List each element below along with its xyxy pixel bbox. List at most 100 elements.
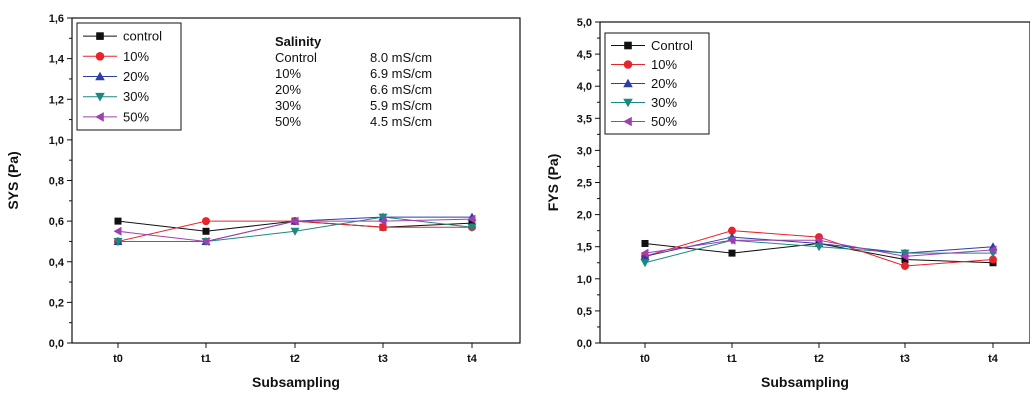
salinity-row-label: Control: [275, 50, 317, 65]
chart2-ytick-label: 1,5: [577, 242, 592, 254]
chart1-legend-label: 10%: [123, 49, 149, 64]
chart1-data-point: [290, 227, 300, 236]
chart1-legend-marker: [96, 32, 104, 40]
chart1-legend-label: 20%: [123, 69, 149, 84]
chart1-legend: control 10% 20% 30% 50%: [76, 22, 182, 131]
chart2-data-point: [640, 248, 649, 258]
chart1-xtick-label: t0: [113, 353, 123, 365]
chart2-legend-marker: [624, 41, 632, 50]
salinity-row-value: 5.9 mS/cm: [370, 98, 432, 113]
chart2-legend-label: 30%: [651, 95, 677, 110]
chart1-data-point: [201, 236, 210, 246]
salinity-row-value: 4.5 mS/cm: [370, 114, 432, 129]
chart1-data-point: [113, 237, 123, 246]
chart2-y-axis-label: FYS (Pa): [545, 154, 561, 212]
chart2-legend-label: Control: [651, 38, 693, 53]
chart2-data-point: [728, 226, 736, 235]
chart2-xtick-label: t4: [988, 353, 999, 365]
chart1-xtick-label: t3: [378, 353, 388, 365]
chart1-data-point: [378, 213, 388, 222]
chart2-ytick-label: 4,5: [577, 49, 592, 61]
chart2-x-axis-label: Subsampling: [761, 374, 849, 390]
chart1-legend-marker: [95, 71, 105, 81]
chart2-legend-marker: [623, 60, 633, 69]
chart1-ytick-label: 0,4: [49, 257, 65, 269]
chart1-ytick-label: 0,2: [49, 297, 64, 309]
chart1-xtick-label: t4: [467, 353, 478, 365]
salinity-row-value: 6.6 mS/cm: [370, 82, 432, 97]
chart1-x-axis-label: Subsampling: [252, 374, 340, 390]
chart1-data-point: [290, 216, 299, 226]
chart2-data-point: [988, 245, 997, 255]
chart2-xtick-label: t0: [640, 353, 650, 365]
chart2-ytick-label: 5,0: [577, 17, 592, 29]
chart1-legend-marker: [95, 92, 105, 102]
salinity-row-value: 8.0 mS/cm: [370, 50, 432, 65]
chart1-data-point: [467, 214, 476, 224]
chart1-data-point: [202, 217, 210, 226]
chart2-legend: Control 10% 20% 30% 50%: [604, 32, 710, 135]
chart2-data-point: [640, 251, 650, 260]
chart1-xtick-label: t2: [290, 353, 300, 365]
chart1-data-point: [202, 227, 210, 235]
chart2: 0,0 0,5 1,0 1,5 2,0 2,5 3,0 3,5 4,0 4,5 5,0 t0 t1 t2 t…: [545, 17, 1030, 390]
chart1-y-axis-label: SYS (Pa): [5, 151, 21, 209]
chart2-data-point: [728, 249, 736, 257]
chart1: 0,0 0,2 0,4 0,6 0,8 1,0 1,2 1,4 1,6 t0 t1 t2 t3 t4 SYS…: [5, 13, 521, 390]
chart1-legend-label: 30%: [123, 89, 149, 104]
chart1-legend-label: control: [123, 29, 162, 44]
chart2-data-point: [814, 235, 823, 245]
chart2-data-point: [641, 239, 649, 247]
chart2-legend-label: 20%: [651, 76, 677, 91]
chart2-data-point: [640, 259, 650, 268]
salinity-row-value: 6.9 mS/cm: [370, 66, 432, 81]
chart1-ytick-label: 0,6: [49, 216, 64, 228]
chart2-xtick-label: t2: [814, 353, 824, 365]
chart2-ytick-label: 3,5: [577, 113, 592, 125]
chart1-legend-label: 50%: [123, 109, 149, 124]
chart1-data-point: [379, 223, 387, 232]
chart1-ytick-label: 1,2: [49, 94, 64, 106]
chart1-legend-marker: [95, 52, 105, 61]
chart2-data-point: [900, 249, 910, 258]
chart2-ytick-label: 3,0: [577, 145, 592, 157]
chart1-data-point: [467, 223, 477, 232]
chart2-legend-label: 50%: [651, 114, 677, 129]
chart1-data-point: [114, 217, 122, 225]
chart2-xtick-label: t1: [727, 353, 737, 365]
chart2-ytick-label: 1,0: [577, 274, 592, 286]
chart2-legend-marker: [623, 78, 633, 88]
chart2-data-point: [901, 256, 909, 264]
chart2-series-4: [640, 235, 997, 261]
chart1-series-4: [113, 214, 476, 246]
chart2-data-point: [901, 261, 909, 270]
chart2-data-point: [900, 251, 909, 261]
chart2-data-point: [989, 255, 997, 264]
chart2-ytick-label: 4,0: [577, 81, 592, 93]
chart1-data-point: [378, 216, 387, 226]
chart2-ytick-label: 0,0: [577, 338, 592, 350]
chart1-ytick-label: 1,0: [49, 135, 64, 147]
chart1-data-point: [113, 226, 122, 236]
chart1-ytick-label: 0,0: [49, 338, 64, 350]
salinity-heading: Salinity: [275, 34, 322, 49]
chart1-xtick-label: t1: [201, 353, 211, 365]
chart2-legend-marker: [623, 98, 633, 108]
chart2-ytick-label: 0,5: [577, 306, 592, 318]
chart2-legend-label: 10%: [651, 57, 677, 72]
chart1-ytick-label: 0,8: [49, 176, 64, 188]
salinity-row-label: 30%: [275, 98, 301, 113]
chart1-data-point: [468, 219, 476, 227]
chart1-ytick-label: 1,6: [49, 13, 64, 25]
salinity-row-label: 50%: [275, 114, 301, 129]
chart2-legend-marker: [623, 116, 632, 127]
chart1-legend-marker: [95, 112, 104, 122]
salinity-row-label: 20%: [275, 82, 301, 97]
chart2-ytick-label: 2,0: [577, 210, 592, 222]
chart2-data-point: [727, 235, 736, 245]
chart2-xtick-label: t3: [900, 353, 910, 365]
chart2-ytick-label: 2,5: [577, 178, 592, 190]
